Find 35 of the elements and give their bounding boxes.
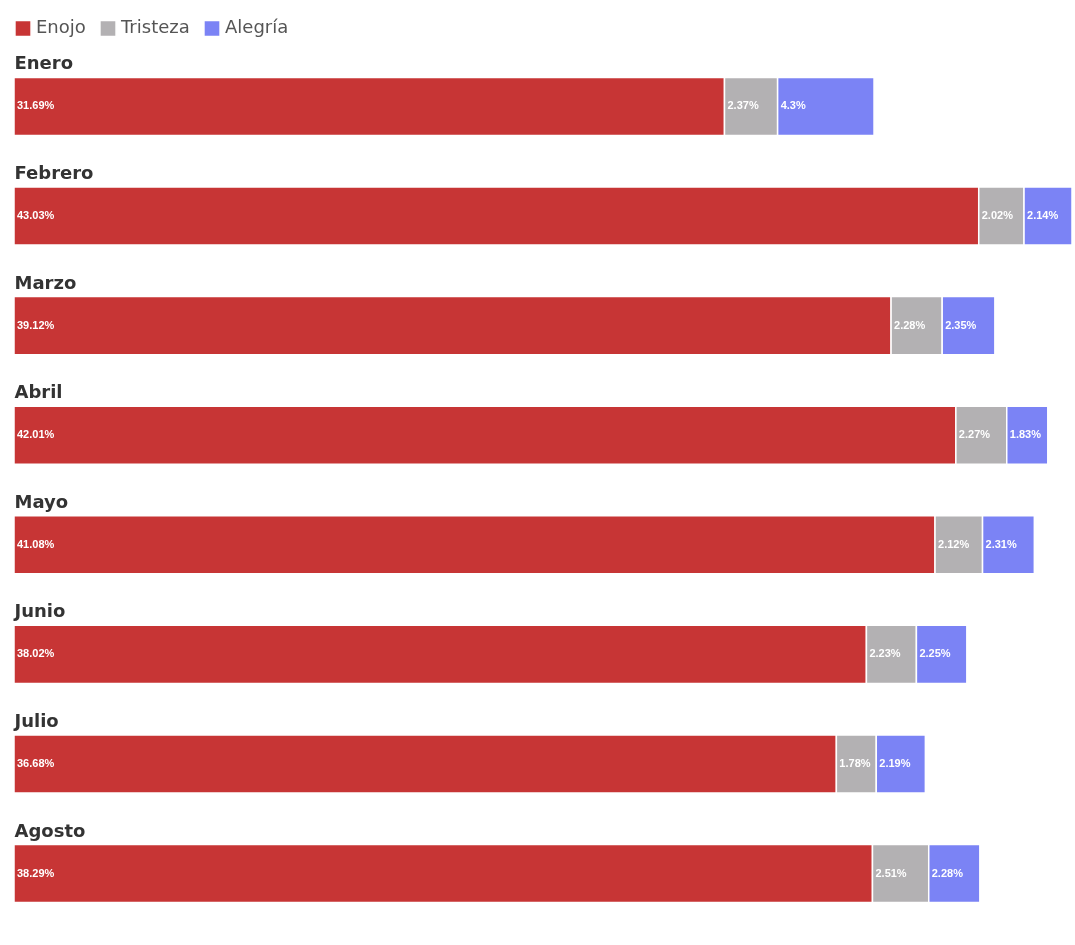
data-label: 2.31% [985,537,1017,550]
y-tick-label: Junio [12,600,66,622]
data-label: 2.27% [958,428,991,441]
y-tick-label: Febrero [14,162,94,184]
legend-label: Enojo [36,16,86,38]
data-label: 2.28% [931,866,964,879]
data-label: 2.35% [945,318,977,331]
data-label: 31.69% [17,99,55,112]
data-label: 2.12% [938,537,970,550]
data-label: 2.14% [1027,209,1059,222]
data-label: 39.12% [17,318,55,331]
data-label: 1.83% [1009,428,1042,441]
legend-label: Tristeza [120,16,190,38]
y-tick-label: Enero [14,52,74,74]
data-label: 2.51% [875,866,907,879]
legend-label: Alegría [225,16,289,38]
data-label: 2.19% [879,756,911,769]
y-tick-label: Agosto [14,819,86,841]
y-tick-label: Marzo [14,271,77,293]
data-label: 4.3% [780,99,806,112]
data-label: 38.29% [17,866,55,879]
data-label: 2.37% [727,99,759,112]
data-label: 38.02% [17,647,55,660]
data-label: 2.28% [894,318,926,331]
data-label: 1.78% [839,756,871,769]
y-tick-label: Julio [12,709,59,731]
data-label: 2.23% [869,647,901,660]
data-label: 2.25% [919,647,951,660]
data-label: 2.02% [981,209,1014,222]
data-label: 43.03% [17,209,55,222]
y-tick-label: Mayo [14,490,69,512]
data-label: 41.08% [17,537,55,550]
data-label: 42.01% [17,428,55,441]
y-tick-label: Abril [14,381,63,403]
data-label: 36.68% [17,756,55,769]
